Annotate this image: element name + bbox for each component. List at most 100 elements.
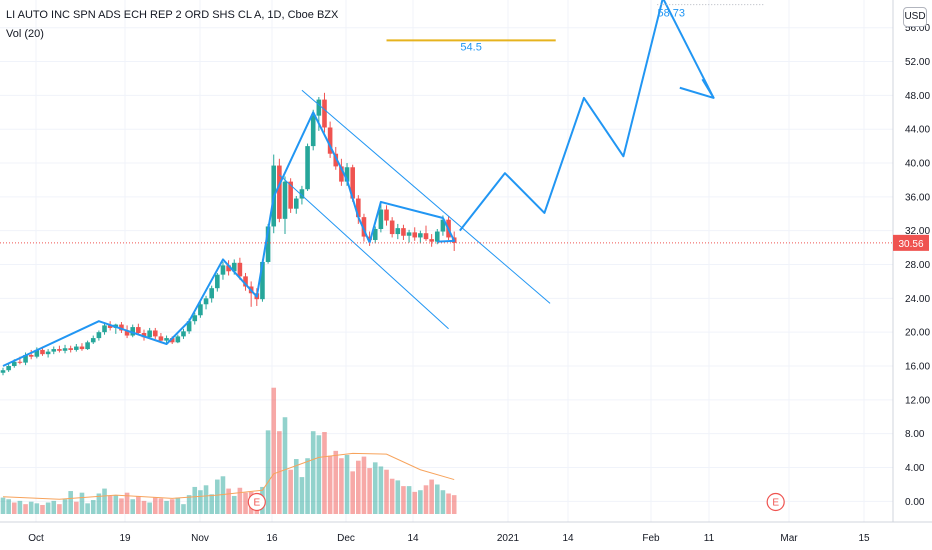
volume-bar (124, 492, 130, 514)
volume-bar (423, 485, 429, 514)
volume-bar (215, 479, 220, 514)
volume-bar (237, 487, 243, 514)
candle-body (333, 153, 339, 167)
y-tick-label: 16.00 (905, 361, 930, 372)
volume-bar (384, 469, 389, 514)
candle-body (361, 217, 367, 237)
volume-bar (102, 488, 107, 514)
volume-bars (0, 387, 457, 514)
volume-bar (310, 431, 316, 514)
x-tick-label: 15 (858, 533, 870, 544)
candle-body (378, 209, 384, 229)
volume-bar (333, 450, 339, 514)
x-tick-label: Oct (28, 533, 44, 544)
volume-bar (412, 491, 418, 514)
volume-bar (271, 387, 277, 514)
candle-body (62, 348, 68, 351)
y-tick-label: 20.00 (905, 328, 930, 339)
y-tick-label: 28.00 (905, 260, 930, 271)
candle-body (395, 228, 401, 235)
volume-bar (209, 494, 214, 514)
y-tick-label: 0.00 (905, 497, 925, 508)
x-tick-label: Feb (642, 533, 660, 544)
y-tick-label: 8.00 (905, 429, 925, 440)
candle-body (79, 346, 85, 350)
candle-body (186, 321, 192, 332)
volume-bar (28, 501, 34, 514)
volume-bar (90, 500, 96, 514)
volume-bar (339, 458, 344, 514)
candle-body (226, 265, 231, 272)
peak-level-label: 58.73 (657, 8, 685, 20)
volume-bar (6, 499, 11, 514)
volume-bar (57, 504, 62, 514)
volume-bar (79, 492, 85, 514)
volume-indicator-label[interactable]: Vol (20) (6, 28, 44, 40)
candle-body (141, 333, 147, 338)
candle-body (401, 228, 406, 236)
volume-bar (451, 495, 457, 514)
candle-body (164, 338, 169, 341)
y-tick-label: 48.00 (905, 91, 930, 102)
last-price-tag (893, 234, 929, 251)
volume-bar (327, 455, 333, 514)
candle-body (96, 332, 102, 339)
y-tick-label: 44.00 (905, 125, 930, 136)
volume-bar (85, 503, 90, 514)
volume-bar (175, 497, 181, 514)
zigzag-path (2, 111, 456, 367)
y-tick-label: 24.00 (905, 294, 930, 305)
candle-body (243, 276, 248, 287)
volume-bar (350, 471, 355, 514)
volume-bar (158, 498, 164, 514)
candle-body (130, 327, 136, 336)
candle-body (434, 231, 440, 242)
x-tick-label: 14 (562, 533, 574, 544)
volume-bar (119, 498, 124, 514)
candle-body (231, 262, 237, 272)
candle-body (136, 327, 141, 334)
candle-body (74, 346, 79, 350)
y-tick-label: 4.00 (905, 463, 925, 474)
candle-body (124, 330, 130, 336)
y-tick-label: 56.00 (905, 23, 930, 34)
candle-body (169, 338, 175, 343)
volume-bar (147, 502, 152, 514)
volume-bar (401, 486, 406, 514)
volume-bar (434, 484, 440, 514)
volume-bar (316, 435, 322, 514)
currency-button[interactable]: USD (903, 7, 927, 27)
earnings-marker[interactable]: E (247, 492, 266, 512)
candle-body (220, 265, 226, 275)
volume-bar (51, 500, 57, 514)
candle-body (389, 220, 395, 235)
candle-body (440, 219, 446, 232)
candle-body (339, 166, 344, 182)
candle-body (6, 365, 11, 371)
earnings-marker[interactable]: E (766, 492, 785, 512)
volume-bar (406, 486, 412, 514)
candle-body (40, 349, 45, 355)
volume-bar (277, 431, 282, 514)
volume-bar (34, 503, 40, 514)
x-tick-label: 11 (704, 533, 715, 544)
y-tick-label: 40.00 (905, 159, 930, 170)
y-tick-label: 52.00 (905, 57, 930, 68)
x-tick-label: Dec (337, 533, 355, 544)
candle-body (282, 181, 288, 219)
volume-bar (198, 490, 203, 514)
volume-bar (74, 501, 79, 514)
volume-bar (356, 460, 361, 514)
channel-upper-line (301, 89, 551, 304)
volume-bar (62, 499, 68, 514)
candle-body (372, 228, 378, 240)
projection-arrowhead (679, 78, 715, 99)
grid-lines (0, 0, 893, 522)
candle-body (147, 330, 152, 338)
candle-body (68, 348, 73, 350)
candle-body (107, 325, 113, 328)
y-tick-label: 12.00 (905, 395, 930, 406)
candle-body (90, 338, 96, 343)
candle-body (0, 370, 6, 373)
